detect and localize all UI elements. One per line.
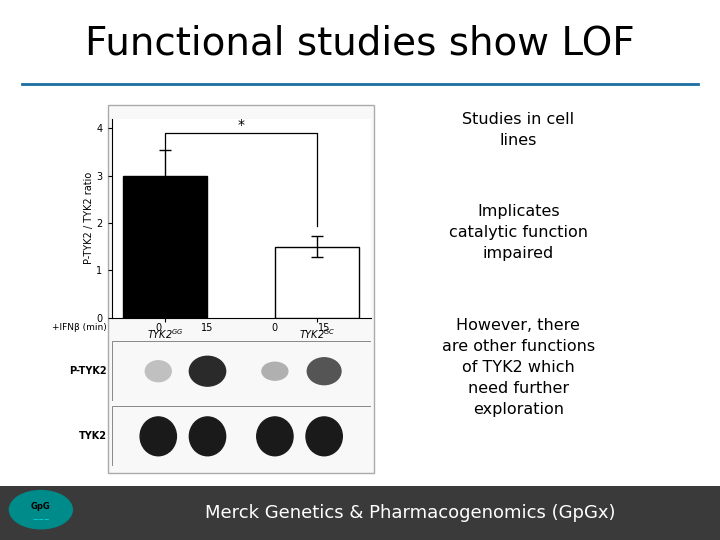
Ellipse shape: [145, 361, 171, 382]
Text: However, there
are other functions
of TYK2 which
need further
exploration: However, there are other functions of TY…: [442, 318, 595, 417]
Ellipse shape: [189, 356, 225, 386]
Ellipse shape: [262, 362, 288, 380]
Text: *: *: [238, 118, 245, 132]
Ellipse shape: [257, 417, 293, 456]
Text: 0: 0: [272, 323, 278, 333]
Text: GpG: GpG: [31, 502, 50, 511]
Ellipse shape: [306, 417, 342, 456]
Bar: [276, 247, 359, 318]
Ellipse shape: [189, 417, 225, 456]
Text: +IFNβ (min): +IFNβ (min): [52, 323, 107, 332]
Ellipse shape: [307, 358, 341, 384]
Text: Implicates
catalytic function
impaired: Implicates catalytic function impaired: [449, 204, 588, 261]
Text: ~~~: ~~~: [32, 517, 50, 523]
Text: Studies in cell
lines: Studies in cell lines: [462, 112, 575, 147]
Bar: [108, 105, 374, 472]
Y-axis label: P-TYK2 / TYK2 ratio: P-TYK2 / TYK2 ratio: [84, 172, 94, 265]
Text: TYK2: TYK2: [78, 431, 107, 441]
Text: Merck Genetics & Pharmacogenomics (GpGx): Merck Genetics & Pharmacogenomics (GpGx): [205, 504, 616, 522]
Bar: [0, 486, 720, 540]
Text: Functional studies show LOF: Functional studies show LOF: [85, 24, 635, 62]
Bar: [123, 176, 207, 318]
Ellipse shape: [140, 417, 176, 456]
Text: 15: 15: [202, 323, 214, 333]
Text: P-TYK2: P-TYK2: [69, 366, 107, 376]
Circle shape: [9, 491, 72, 529]
Text: 0: 0: [156, 323, 161, 333]
Text: 15: 15: [318, 323, 330, 333]
